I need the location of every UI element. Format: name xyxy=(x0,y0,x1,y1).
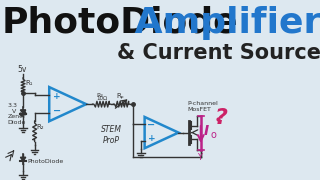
Text: Y: Y xyxy=(197,154,202,163)
Text: PhotoDiode: PhotoDiode xyxy=(27,159,63,164)
Text: Amplifier: Amplifier xyxy=(122,6,320,40)
Text: R₁: R₁ xyxy=(25,80,33,86)
Text: +: + xyxy=(53,92,60,101)
Text: −: − xyxy=(147,120,156,130)
Polygon shape xyxy=(20,110,26,114)
Text: V: V xyxy=(12,109,17,114)
Text: o: o xyxy=(211,130,217,140)
Text: 10Ω: 10Ω xyxy=(96,96,107,101)
Text: +: + xyxy=(148,134,155,143)
Polygon shape xyxy=(20,157,26,161)
Text: Zener: Zener xyxy=(8,114,26,119)
Text: STEM
ProP: STEM ProP xyxy=(101,125,122,145)
Text: R₂: R₂ xyxy=(36,124,44,130)
Text: & Current Source: & Current Source xyxy=(117,43,320,63)
Text: P-channel
MosFET: P-channel MosFET xyxy=(188,101,219,112)
Text: −: − xyxy=(52,106,61,116)
Text: R₃: R₃ xyxy=(96,93,103,98)
Text: ?: ? xyxy=(215,108,228,128)
Text: 5v: 5v xyxy=(17,65,26,74)
Text: I: I xyxy=(204,124,209,138)
Text: Diode: Diode xyxy=(8,120,26,125)
Text: PhotoDiode: PhotoDiode xyxy=(2,6,238,40)
Bar xyxy=(0,9,246,49)
Text: 3.3: 3.3 xyxy=(8,103,18,108)
Text: Rₚ: Rₚ xyxy=(116,93,124,100)
